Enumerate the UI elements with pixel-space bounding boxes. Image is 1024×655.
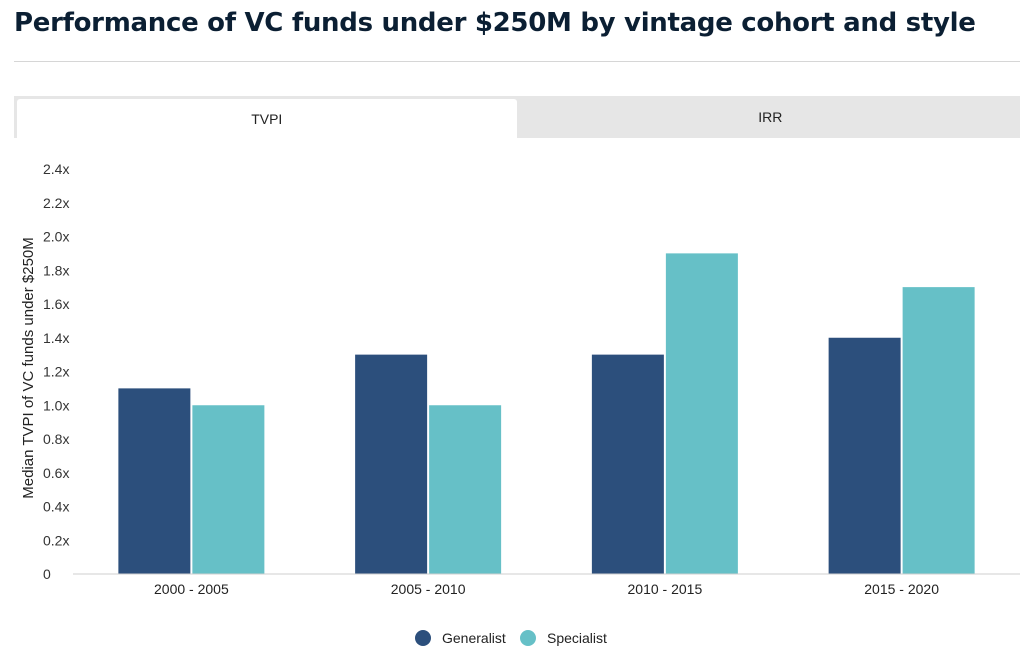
legend: Generalist Specialist [415,630,607,646]
x-tick-label: 2010 - 2015 [628,581,703,597]
tab-tvpi[interactable]: TVPI [17,99,517,138]
legend-marker-specialist [520,630,536,646]
y-tick-label: 1.6x [43,296,69,312]
y-axis-ticks: 0 0.2x 0.4x 0.6x 0.8x 1.0x 1.2x 1.4x 1.6x 1.8x 2.0… [43,161,69,582]
x-axis-labels: 2000 - 2005 2005 - 2010 2010 - 2015 2015 - … [154,581,939,597]
chart-title: Performance of VC funds under $250M by v… [14,8,976,38]
y-tick-label: 2.2x [43,195,69,211]
x-tick-label: 2000 - 2005 [154,581,229,597]
bar-specialist-2 [665,253,738,574]
bar-specialist-1 [429,405,502,574]
y-tick-label: 2.4x [43,161,69,177]
y-tick-label: 1.2x [43,364,69,380]
bar-specialist-0 [192,405,265,574]
bar-generalist-0 [118,388,191,574]
y-tick-label: 1.0x [43,397,69,413]
y-axis-label: Median TVPI of VC funds under $250M [20,237,37,499]
tab-tvpi-label: TVPI [251,110,283,127]
bars [118,253,975,574]
bar-generalist-2 [591,354,664,574]
x-tick-label: 2005 - 2010 [391,581,466,597]
y-tick-label: 1.4x [43,330,69,346]
legend-label-generalist[interactable]: Generalist [442,630,506,646]
y-tick-label: 0 [43,566,51,582]
y-tick-label: 2.0x [43,229,69,245]
y-axis-label-group: Median TVPI of VC funds under $250M [20,237,37,499]
tab-irr[interactable]: IRR [521,96,1021,138]
y-tick-label: 1.8x [43,262,69,278]
legend-label-specialist[interactable]: Specialist [547,630,607,646]
y-tick-label: 0.8x [43,431,69,447]
bar-generalist-1 [355,354,428,574]
y-tick-label: 0.2x [43,532,69,548]
tab-irr-label: IRR [758,109,783,125]
title-divider [14,61,1020,62]
y-tick-label: 0.4x [43,499,69,515]
metric-tabs: TVPI IRR [14,96,1020,138]
y-tick-label: 0.6x [43,465,69,481]
bar-generalist-3 [828,337,901,574]
bar-specialist-3 [902,287,975,574]
x-tick-label: 2015 - 2020 [864,581,939,597]
legend-marker-generalist [415,630,431,646]
